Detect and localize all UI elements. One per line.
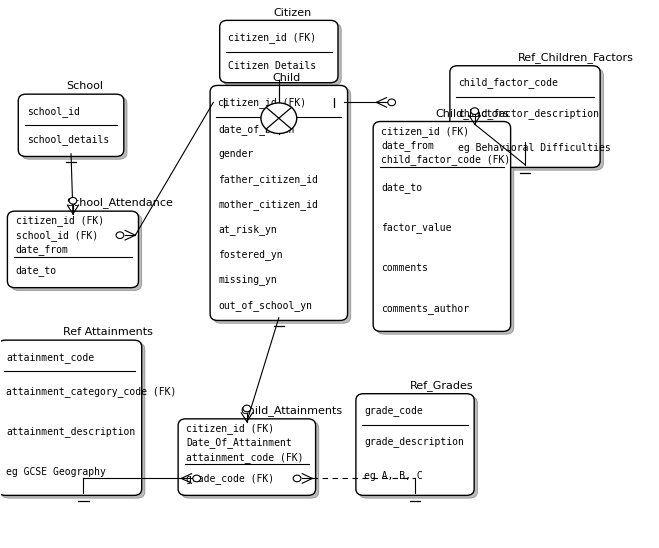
FancyBboxPatch shape (178, 419, 316, 495)
Text: grade_description: grade_description (364, 436, 464, 447)
Text: school_id (FK): school_id (FK) (16, 230, 98, 241)
Text: child_factor_description: child_factor_description (458, 109, 599, 119)
FancyBboxPatch shape (219, 20, 338, 83)
Text: citizen_id (FK): citizen_id (FK) (186, 423, 275, 434)
Text: attainment_category_code (FK): attainment_category_code (FK) (6, 386, 177, 397)
Text: School: School (66, 82, 103, 92)
Text: out_of_school_yn: out_of_school_yn (218, 300, 312, 311)
Text: eg A, B, C: eg A, B, C (364, 471, 423, 481)
Text: gender: gender (218, 149, 254, 159)
Text: mother_citizen_id: mother_citizen_id (218, 199, 318, 210)
Text: eg Behavioral Difficulties: eg Behavioral Difficulties (458, 142, 611, 153)
Text: school_id: school_id (26, 106, 80, 117)
FancyBboxPatch shape (7, 211, 138, 288)
Text: attainment_code: attainment_code (6, 352, 94, 363)
FancyBboxPatch shape (359, 396, 477, 498)
Text: child_factor_code (FK): child_factor_code (FK) (382, 155, 511, 165)
FancyBboxPatch shape (210, 85, 347, 321)
Text: date_from: date_from (382, 140, 434, 151)
Circle shape (261, 103, 297, 134)
FancyBboxPatch shape (1, 343, 145, 498)
FancyBboxPatch shape (453, 68, 604, 170)
Text: date_to: date_to (382, 181, 422, 192)
FancyBboxPatch shape (181, 421, 319, 498)
Text: grade_code (FK): grade_code (FK) (186, 473, 275, 484)
FancyBboxPatch shape (450, 66, 600, 167)
Text: citizen_id (FK): citizen_id (FK) (218, 97, 306, 108)
Circle shape (387, 99, 395, 106)
Text: Child_Factors: Child_Factors (436, 108, 509, 119)
Text: comments: comments (382, 263, 428, 273)
Text: father_citizen_id: father_citizen_id (218, 174, 318, 185)
Text: grade_code: grade_code (364, 405, 423, 416)
Text: citizen_id (FK): citizen_id (FK) (228, 32, 316, 43)
Text: date_to: date_to (16, 265, 57, 276)
Text: factor_value: factor_value (382, 222, 452, 233)
Text: child_factor_code: child_factor_code (458, 77, 558, 88)
Text: school_details: school_details (26, 134, 109, 145)
FancyBboxPatch shape (373, 122, 511, 332)
Text: Citizen: Citizen (273, 8, 312, 18)
Circle shape (193, 475, 200, 482)
Text: attainment_description: attainment_description (6, 426, 135, 437)
Text: eg GCSE Geography: eg GCSE Geography (6, 467, 106, 477)
Text: date_from: date_from (16, 244, 69, 255)
FancyBboxPatch shape (18, 94, 124, 157)
FancyBboxPatch shape (22, 97, 127, 159)
FancyBboxPatch shape (0, 340, 142, 495)
Text: citizen_id (FK): citizen_id (FK) (382, 126, 470, 137)
FancyBboxPatch shape (356, 393, 474, 495)
Text: Ref_Children_Factors: Ref_Children_Factors (518, 52, 634, 63)
FancyBboxPatch shape (223, 23, 341, 85)
Text: fostered_yn: fostered_yn (218, 249, 283, 260)
FancyBboxPatch shape (376, 124, 514, 334)
Circle shape (471, 108, 478, 115)
Text: attainment_code (FK): attainment_code (FK) (186, 452, 304, 463)
Circle shape (293, 475, 301, 482)
Text: missing_yn: missing_yn (218, 275, 277, 286)
Text: Date_Of_Attainment: Date_Of_Attainment (186, 437, 292, 448)
Circle shape (69, 197, 77, 204)
Text: citizen_id (FK): citizen_id (FK) (16, 215, 104, 226)
FancyBboxPatch shape (11, 214, 142, 290)
Text: at_risk_yn: at_risk_yn (218, 224, 277, 235)
Text: Citizen Details: Citizen Details (228, 61, 316, 71)
Text: Child_Attainments: Child_Attainments (241, 405, 343, 416)
Text: Ref_Grades: Ref_Grades (409, 380, 473, 391)
Text: date_of_birth: date_of_birth (218, 124, 295, 135)
Text: School_Attendance: School_Attendance (67, 197, 173, 208)
Text: Ref Attainments: Ref Attainments (63, 327, 153, 338)
Circle shape (243, 405, 251, 412)
FancyBboxPatch shape (214, 88, 351, 323)
Text: comments_author: comments_author (382, 303, 470, 314)
Text: Child: Child (272, 73, 301, 83)
Circle shape (116, 232, 124, 238)
